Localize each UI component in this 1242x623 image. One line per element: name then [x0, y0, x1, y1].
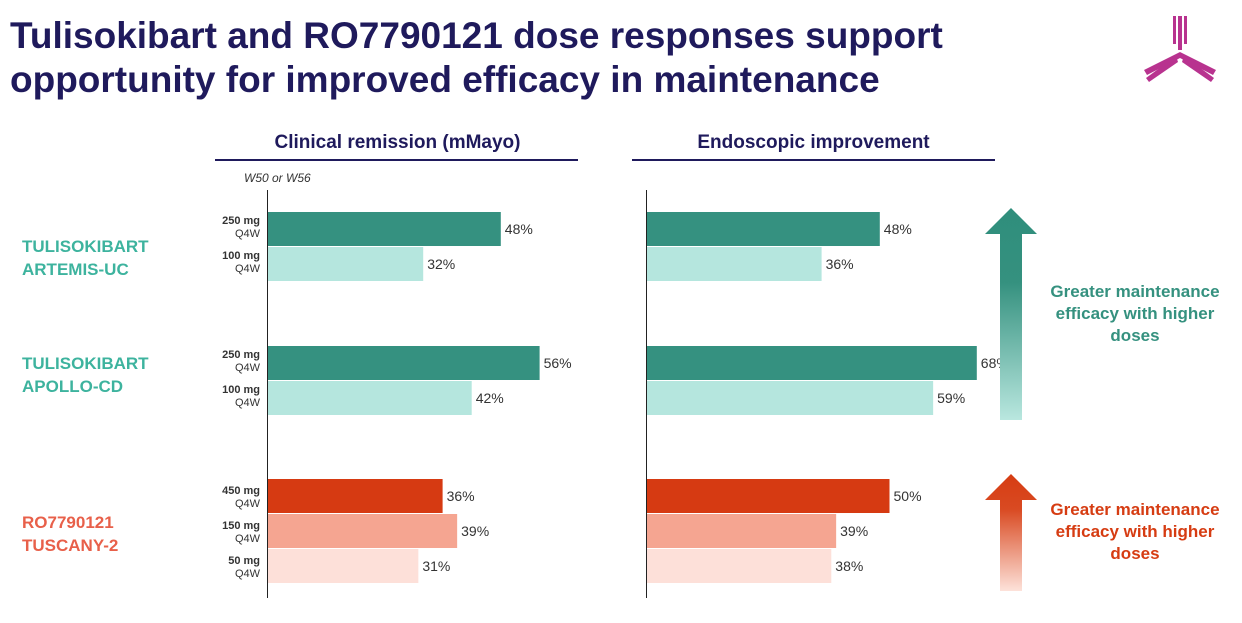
endoscopic-bar-0 — [647, 212, 880, 246]
remission-bar-3 — [268, 381, 472, 415]
left-panel-underline — [215, 159, 578, 161]
endoscopic-value-label-6: 38% — [835, 558, 863, 574]
endoscopic-bar-4 — [647, 479, 890, 513]
remission-value-label-3: 42% — [476, 390, 504, 406]
remission-value-label-4: 36% — [447, 488, 475, 504]
dose-label: 100 mg Q4W — [222, 250, 260, 275]
group-drug-name: RO7790121 — [22, 513, 114, 532]
green-legend-text: Greater maintenance efficacy with higher… — [1050, 282, 1220, 345]
right-chart-axis — [646, 190, 647, 598]
remission-bar-1 — [268, 247, 424, 281]
remission-bar-5 — [268, 514, 458, 548]
endoscopic-value-label-0: 48% — [884, 221, 912, 237]
remission-bar-4 — [268, 479, 443, 513]
right-panel-title: Endoscopic improvement — [697, 132, 930, 153]
remission-value-label-5: 39% — [461, 523, 489, 539]
timepoint-note: W50 or W56 — [244, 171, 311, 185]
left-panel-title: Clinical remission (mMayo) — [274, 132, 521, 153]
dose-label: 450 mg Q4W — [222, 485, 260, 510]
green-up-arrow-icon — [985, 208, 1037, 420]
company-logo-icon — [1144, 16, 1216, 82]
remission-value-label-6: 31% — [422, 558, 450, 574]
dose-label: 150 mg Q4W — [222, 520, 260, 545]
left-chart-axis — [267, 190, 268, 598]
group-study-name: APOLLO-CD — [22, 377, 124, 396]
endoscopic-bar-1 — [647, 247, 822, 281]
red-legend-text: Greater maintenance efficacy with higher… — [1050, 500, 1220, 563]
right-panel-underline — [632, 159, 995, 161]
endoscopic-bar-5 — [647, 514, 837, 548]
remission-value-label-1: 32% — [427, 256, 455, 272]
endoscopic-bar-2 — [647, 346, 977, 380]
group-drug-name: TULISOKIBART — [22, 237, 149, 256]
page-title: Tulisokibart and RO7790121 dose response… — [10, 15, 943, 100]
endoscopic-value-label-5: 39% — [840, 523, 868, 539]
remission-bar-0 — [268, 212, 501, 246]
group-study-name: ARTEMIS-UC — [22, 260, 129, 279]
group-label-tuscany: RO7790121 TUSCANY-2 — [22, 511, 202, 557]
endoscopic-bar-6 — [647, 549, 832, 583]
group-drug-name: TULISOKIBART — [22, 354, 149, 373]
remission-bar-2 — [268, 346, 540, 380]
endoscopic-value-label-4: 50% — [894, 488, 922, 504]
endoscopic-value-label-3: 59% — [937, 390, 965, 406]
red-up-arrow-icon — [985, 474, 1037, 591]
dose-label: 250 mg Q4W — [222, 349, 260, 374]
group-study-name: TUSCANY-2 — [22, 536, 119, 555]
group-label-apollo: TULISOKIBART APOLLO-CD — [22, 352, 202, 398]
endoscopic-bar-3 — [647, 381, 934, 415]
remission-value-label-0: 48% — [505, 221, 533, 237]
endoscopic-value-label-1: 36% — [826, 256, 854, 272]
remission-bar-6 — [268, 549, 419, 583]
dose-label: 50 mg Q4W — [228, 555, 260, 580]
dose-label: 250 mg Q4W — [222, 215, 260, 240]
remission-value-label-2: 56% — [544, 355, 572, 371]
group-label-artemis: TULISOKIBART ARTEMIS-UC — [22, 235, 202, 281]
dose-label: 100 mg Q4W — [222, 384, 260, 409]
